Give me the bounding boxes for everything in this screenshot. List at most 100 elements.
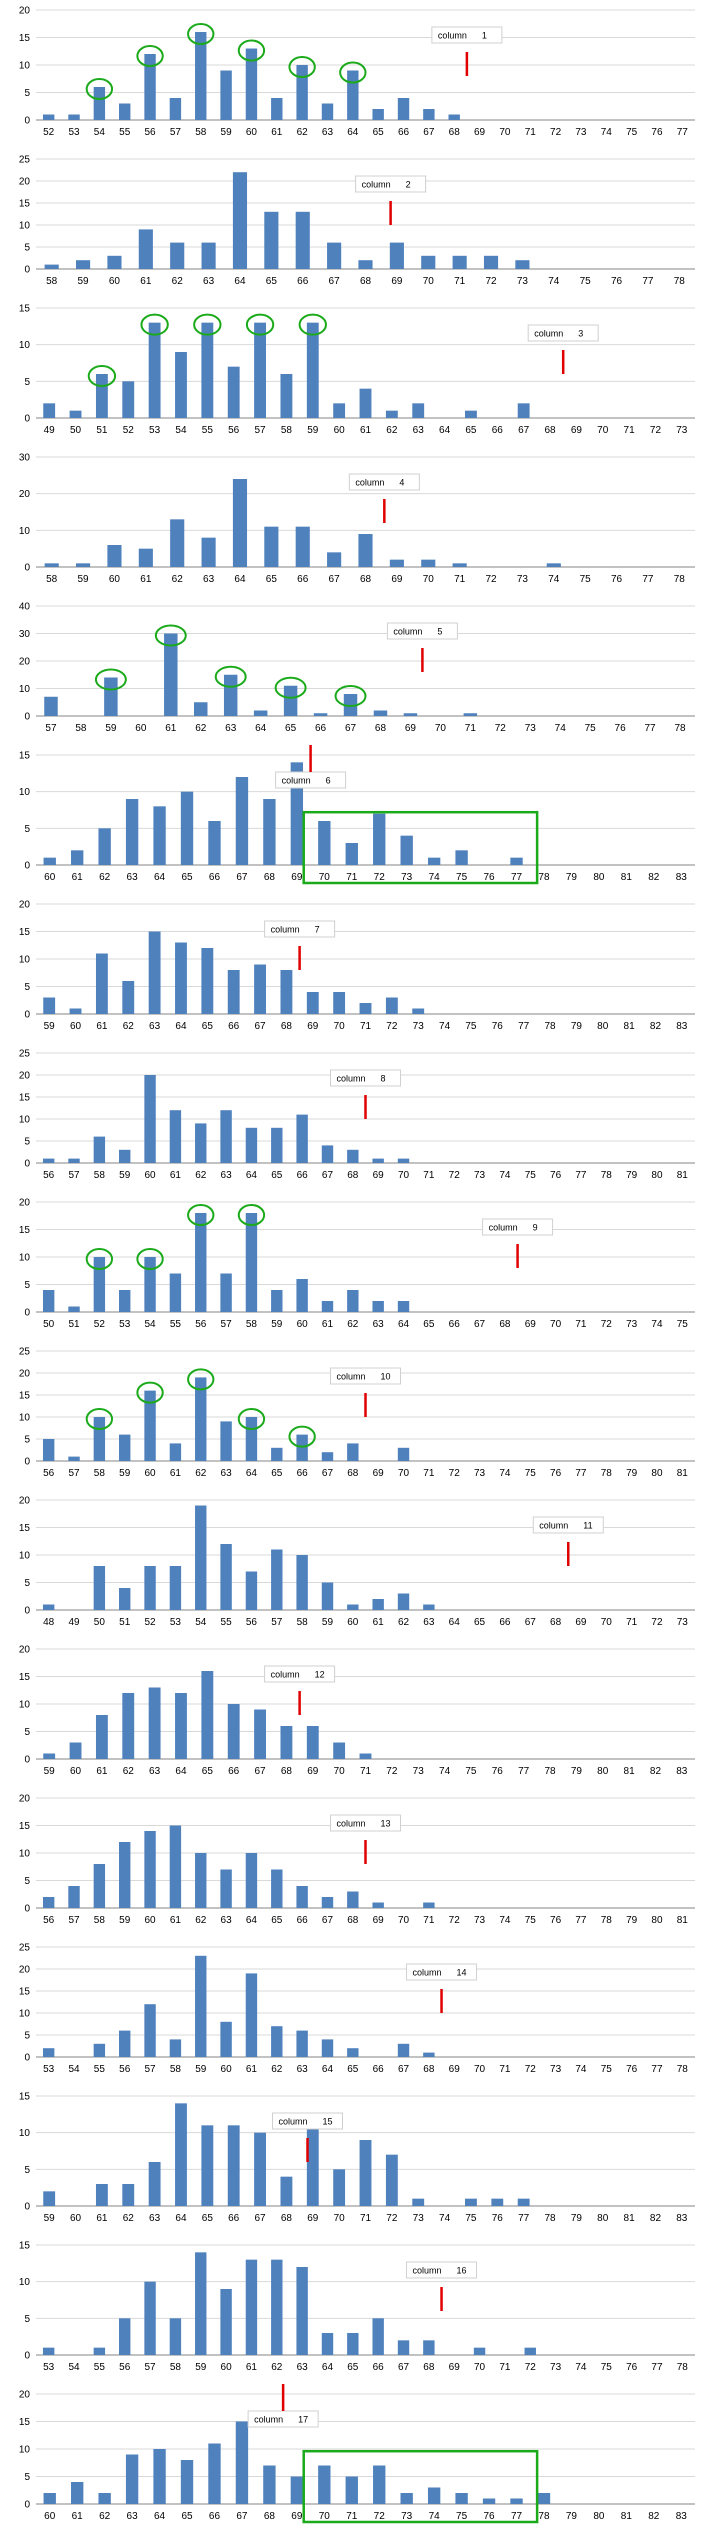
x-tick-label: 72 bbox=[495, 723, 507, 734]
bar bbox=[195, 32, 207, 120]
bar bbox=[245, 1127, 258, 1163]
bar bbox=[201, 1671, 214, 1759]
bar bbox=[306, 322, 319, 418]
bar bbox=[423, 109, 435, 120]
x-tick-label: 72 bbox=[386, 1021, 398, 1032]
bar bbox=[515, 260, 530, 269]
x-tick-label: 79 bbox=[566, 872, 578, 883]
y-tick-label: 15 bbox=[19, 304, 31, 315]
bar bbox=[95, 374, 108, 418]
y-tick-label: 10 bbox=[19, 955, 31, 966]
highlight-circle bbox=[274, 676, 307, 699]
legend-number: 5 bbox=[437, 627, 442, 637]
bar bbox=[245, 1417, 258, 1461]
bar bbox=[347, 70, 359, 120]
y-tick-label: 15 bbox=[19, 1821, 31, 1832]
bar bbox=[144, 1257, 156, 1312]
y-tick-label: 20 bbox=[19, 489, 31, 500]
bar bbox=[180, 2460, 194, 2504]
legend-label: column bbox=[337, 1372, 366, 1382]
bar bbox=[245, 1853, 258, 1908]
highlight-circle bbox=[339, 61, 367, 84]
legend-label: column bbox=[413, 2266, 442, 2276]
bar bbox=[482, 2498, 496, 2504]
highlight-box bbox=[302, 810, 539, 885]
y-tick-label: 15 bbox=[19, 927, 31, 938]
bar bbox=[43, 1753, 56, 1759]
x-tick-label: 63 bbox=[297, 2064, 309, 2075]
bar bbox=[296, 2030, 308, 2057]
legend-number: 1 bbox=[482, 31, 487, 41]
bar bbox=[144, 1831, 156, 1908]
x-tick-label: 61 bbox=[271, 127, 283, 138]
x-tick-label: 68 bbox=[264, 872, 276, 883]
y-tick-label: 5 bbox=[24, 982, 30, 993]
x-tick-label: 74 bbox=[499, 1915, 511, 1926]
y-tick-label: 10 bbox=[19, 1700, 31, 1711]
legend-label: column bbox=[438, 31, 467, 41]
bar bbox=[537, 2493, 551, 2504]
y-tick-label: 0 bbox=[24, 2500, 30, 2511]
x-tick-label: 66 bbox=[228, 2213, 240, 2224]
x-tick-label: 64 bbox=[398, 1319, 410, 1330]
x-tick-label: 74 bbox=[575, 2064, 587, 2075]
x-tick-label: 71 bbox=[423, 1468, 435, 1479]
x-tick-label: 62 bbox=[99, 872, 111, 883]
x-tick-label: 66 bbox=[297, 574, 309, 585]
x-tick-label: 75 bbox=[525, 1170, 537, 1181]
x-tick-label: 69 bbox=[307, 2213, 319, 2224]
x-tick-label: 70 bbox=[601, 1617, 613, 1628]
y-tick-label: 20 bbox=[19, 1794, 31, 1805]
bar bbox=[321, 2039, 334, 2057]
y-tick-label: 10 bbox=[19, 61, 31, 72]
bar bbox=[345, 2476, 358, 2504]
bar bbox=[321, 1582, 334, 1610]
chart-svg: 0 5 10 15 20 25 58 59 60 61 62 63 64 65 66 67 68 69 70 71 72… bbox=[19, 155, 695, 287]
y-tick-label: 10 bbox=[19, 2445, 31, 2456]
highlight-circle bbox=[140, 313, 169, 336]
x-tick-label: 59 bbox=[119, 1468, 131, 1479]
highlight-circle bbox=[94, 668, 127, 691]
x-tick-label: 77 bbox=[642, 276, 654, 287]
x-tick-label: 60 bbox=[70, 2213, 82, 2224]
x-tick-label: 66 bbox=[209, 872, 221, 883]
x-tick-label: 81 bbox=[621, 2511, 633, 2522]
y-tick-label: 20 bbox=[19, 1645, 31, 1656]
x-tick-label: 78 bbox=[677, 2064, 689, 2075]
bar bbox=[321, 1897, 334, 1908]
x-tick-label: 73 bbox=[401, 872, 413, 883]
x-tick-label: 78 bbox=[601, 1915, 613, 1926]
bar bbox=[201, 242, 216, 269]
legend-box bbox=[431, 26, 503, 44]
x-tick-label: 79 bbox=[571, 1766, 583, 1777]
bar bbox=[264, 526, 279, 567]
x-tick-label: 82 bbox=[650, 2213, 662, 2224]
bar bbox=[318, 2465, 331, 2504]
x-tick-label: 63 bbox=[149, 1021, 161, 1032]
chart-panel-13: 0 5 10 15 20 56 57 58 59 60 61 62 63 64 65 66 67 68 69 70 71… bbox=[0, 1788, 708, 1937]
bar bbox=[359, 1753, 372, 1759]
x-tick-label: 65 bbox=[271, 1468, 283, 1479]
highlight-circle bbox=[87, 365, 117, 387]
bar bbox=[321, 1145, 334, 1163]
x-tick-label: 74 bbox=[499, 1170, 511, 1181]
x-tick-label: 67 bbox=[329, 574, 341, 585]
x-tick-label: 66 bbox=[315, 723, 327, 734]
bar bbox=[42, 2048, 55, 2057]
x-tick-label: 74 bbox=[429, 2511, 441, 2522]
y-tick-label: 25 bbox=[19, 155, 31, 166]
x-tick-label: 81 bbox=[624, 1766, 636, 1777]
y-tick-label: 25 bbox=[19, 1943, 31, 1954]
x-tick-label: 62 bbox=[172, 574, 184, 585]
bar bbox=[271, 1127, 283, 1163]
x-tick-label: 78 bbox=[677, 2362, 689, 2373]
y-tick-label: 15 bbox=[19, 33, 31, 44]
x-tick-label: 64 bbox=[255, 723, 267, 734]
y-tick-label: 5 bbox=[24, 1280, 30, 1291]
y-tick-label: 20 bbox=[19, 1496, 31, 1507]
x-tick-label: 69 bbox=[373, 1170, 385, 1181]
x-tick-label: 62 bbox=[297, 127, 309, 138]
bar bbox=[271, 98, 283, 120]
highlight-circle bbox=[85, 78, 114, 100]
x-tick-label: 78 bbox=[601, 1468, 613, 1479]
